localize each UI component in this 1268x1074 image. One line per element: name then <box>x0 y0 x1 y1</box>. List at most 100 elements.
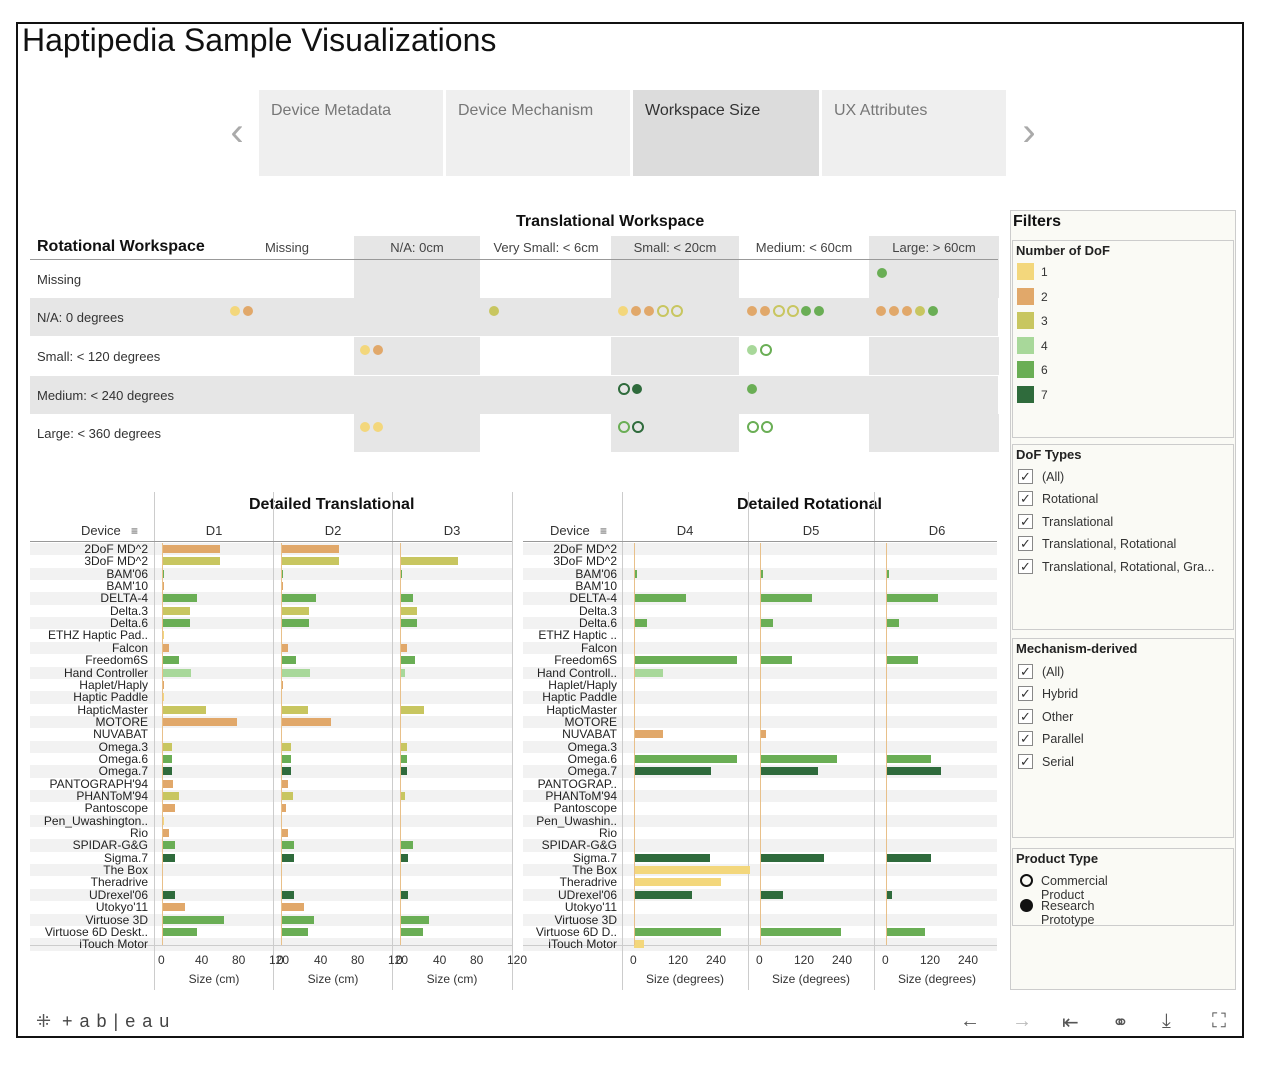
undo-icon[interactable]: ← <box>960 1010 980 1032</box>
translational-bar[interactable] <box>162 779 173 788</box>
commercial-product-dot[interactable] <box>618 421 630 433</box>
translational-bar[interactable] <box>162 903 186 912</box>
translational-bar[interactable] <box>400 594 414 603</box>
translational-bar[interactable] <box>281 767 291 776</box>
translational-bar[interactable] <box>162 841 176 850</box>
translational-bar[interactable] <box>400 569 403 578</box>
translational-bar[interactable] <box>400 792 405 800</box>
translational-bar[interactable] <box>400 742 408 751</box>
rotational-bar[interactable] <box>886 767 941 776</box>
rotational-bar[interactable] <box>634 668 663 677</box>
translational-bar[interactable] <box>162 792 179 800</box>
checkbox-checked-icon[interactable]: ✓ <box>1018 469 1033 484</box>
rotational-bar[interactable] <box>634 890 692 899</box>
download-icon[interactable]: ⤓ <box>1162 1010 1171 1032</box>
translational-bar[interactable] <box>162 804 176 813</box>
translational-bar[interactable] <box>400 841 414 850</box>
rotational-bar[interactable] <box>634 754 738 763</box>
translational-bar[interactable] <box>281 754 291 763</box>
checkbox-checked-icon[interactable]: ✓ <box>1018 753 1033 769</box>
rotational-bar[interactable] <box>886 853 932 862</box>
rotational-bar[interactable] <box>634 569 638 578</box>
rotational-bar[interactable] <box>886 619 899 628</box>
rotational-bar[interactable] <box>634 940 644 949</box>
rotational-bar[interactable] <box>634 619 647 628</box>
research-prototype-dot[interactable] <box>489 306 499 316</box>
translational-bar[interactable] <box>281 841 295 850</box>
commercial-product-dot[interactable] <box>761 421 773 433</box>
translational-bar[interactable] <box>162 742 172 751</box>
commercial-product-dot[interactable] <box>747 421 759 433</box>
rotational-bar[interactable] <box>634 656 738 665</box>
translational-bar[interactable] <box>400 705 425 714</box>
commercial-product-dot[interactable] <box>657 305 669 317</box>
rotational-bar[interactable] <box>760 754 838 763</box>
translational-bar[interactable] <box>162 680 164 689</box>
translational-bar[interactable] <box>281 557 340 566</box>
checkbox-checked-icon[interactable]: ✓ <box>1018 731 1033 747</box>
commercial-product-dot[interactable] <box>632 421 644 433</box>
research-prototype-dot[interactable] <box>877 268 887 278</box>
translational-bar[interactable] <box>281 853 295 862</box>
research-prototype-dot[interactable] <box>243 306 253 316</box>
checkbox-checked-icon[interactable]: ✓ <box>1018 513 1033 529</box>
translational-bar[interactable] <box>162 767 172 776</box>
tab-workspace-size[interactable]: Workspace Size <box>633 90 819 176</box>
rotational-bar[interactable] <box>760 767 818 776</box>
translational-bar[interactable] <box>281 643 288 652</box>
translational-bar[interactable] <box>281 680 283 689</box>
rotational-bar[interactable] <box>634 730 663 739</box>
checkbox-checked-icon[interactable]: ✓ <box>1018 536 1033 552</box>
research-prototype-dot[interactable] <box>373 345 383 355</box>
research-prototype-dot[interactable] <box>928 306 938 316</box>
translational-bar[interactable] <box>162 717 237 726</box>
tab-ux-attributes[interactable]: UX Attributes <box>822 90 1006 176</box>
translational-bar[interactable] <box>162 853 176 862</box>
sort-icon[interactable]: ≡ <box>131 524 139 538</box>
translational-bar[interactable] <box>400 754 408 763</box>
translational-bar[interactable] <box>162 927 197 936</box>
translational-bar[interactable] <box>281 742 291 751</box>
commercial-product-dot[interactable] <box>671 305 683 317</box>
rotational-bar[interactable] <box>886 890 893 899</box>
translational-bar[interactable] <box>400 557 459 566</box>
rotational-bar[interactable] <box>760 619 773 628</box>
commercial-product-dot[interactable] <box>760 344 772 356</box>
translational-bar[interactable] <box>281 569 284 578</box>
rotational-bar[interactable] <box>760 853 825 862</box>
translational-bar[interactable] <box>400 643 407 652</box>
rotational-bar[interactable] <box>634 878 721 887</box>
checkbox-checked-icon[interactable]: ✓ <box>1018 708 1033 724</box>
translational-bar[interactable] <box>162 705 206 714</box>
translational-bar[interactable] <box>400 915 430 924</box>
rotational-bar[interactable] <box>634 767 712 776</box>
research-prototype-dot[interactable] <box>373 422 383 432</box>
translational-bar[interactable] <box>162 631 165 640</box>
translational-bar[interactable] <box>162 569 165 578</box>
rotational-bar[interactable] <box>634 853 710 862</box>
translational-bar[interactable] <box>162 668 192 677</box>
tab-device-mechanism[interactable]: Device Mechanism <box>446 90 630 176</box>
rotational-bar[interactable] <box>760 890 783 899</box>
rotational-bar[interactable] <box>886 927 925 936</box>
translational-bar[interactable] <box>400 606 417 615</box>
translational-bar[interactable] <box>162 606 191 615</box>
translational-bar[interactable] <box>281 792 293 800</box>
research-prototype-dot[interactable] <box>644 306 654 316</box>
translational-bar[interactable] <box>281 545 340 553</box>
research-prototype-dot[interactable] <box>618 306 628 316</box>
research-prototype-dot[interactable] <box>230 306 240 316</box>
rotational-bar[interactable] <box>760 569 764 578</box>
research-prototype-dot[interactable] <box>814 306 824 316</box>
translational-bar[interactable] <box>162 557 221 566</box>
rotational-bar[interactable] <box>760 927 841 936</box>
rotational-bar[interactable] <box>634 594 686 603</box>
research-prototype-dot[interactable] <box>747 306 757 316</box>
translational-bar[interactable] <box>281 656 296 665</box>
research-prototype-dot[interactable] <box>876 306 886 316</box>
translational-bar[interactable] <box>281 927 308 936</box>
translational-bar[interactable] <box>162 816 164 825</box>
translational-bar[interactable] <box>162 915 225 924</box>
translational-bar[interactable] <box>400 890 409 899</box>
translational-bar[interactable] <box>281 903 305 912</box>
